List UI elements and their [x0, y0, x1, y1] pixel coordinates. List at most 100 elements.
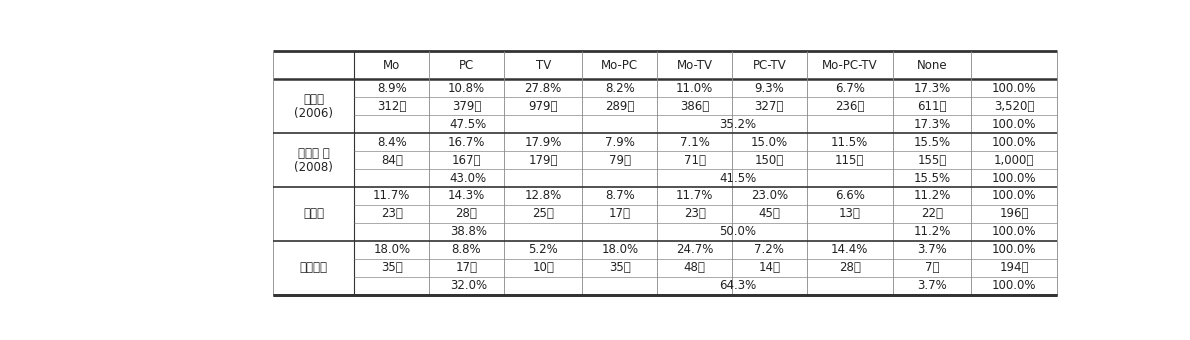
Text: 7.1%: 7.1%	[679, 136, 709, 149]
Text: 28명: 28명	[839, 261, 860, 274]
Text: 23명: 23명	[683, 207, 706, 220]
Text: 8.9%: 8.9%	[377, 82, 407, 95]
Text: 15.5%: 15.5%	[914, 172, 951, 185]
Text: 236명: 236명	[835, 100, 864, 113]
Text: 28명: 28명	[456, 207, 477, 220]
Text: 100.0%: 100.0%	[992, 172, 1036, 185]
Text: 32.0%: 32.0%	[450, 279, 487, 292]
Text: 35명: 35명	[609, 261, 631, 274]
Text: 10.8%: 10.8%	[447, 82, 486, 95]
Text: 24.7%: 24.7%	[676, 243, 713, 256]
Text: 3,520명: 3,520명	[994, 100, 1034, 113]
Text: 12.8%: 12.8%	[525, 189, 562, 203]
Text: 179명: 179명	[528, 154, 558, 167]
Text: 8.4%: 8.4%	[377, 136, 407, 149]
Text: Mo-TV: Mo-TV	[677, 59, 713, 72]
Text: 979명: 979명	[528, 100, 558, 113]
Text: 3.7%: 3.7%	[917, 243, 947, 256]
Text: 84명: 84명	[381, 154, 402, 167]
Text: 100.0%: 100.0%	[992, 243, 1036, 256]
Text: Mo-PC: Mo-PC	[601, 59, 638, 72]
Text: 379명: 379명	[452, 100, 481, 113]
Text: 15.5%: 15.5%	[914, 136, 951, 149]
Text: 25명: 25명	[532, 207, 555, 220]
Text: 16.7%: 16.7%	[447, 136, 486, 149]
Text: 11.5%: 11.5%	[831, 136, 869, 149]
Text: 41.5%: 41.5%	[719, 172, 756, 185]
Text: 10명: 10명	[532, 261, 555, 274]
Text: 100.0%: 100.0%	[992, 118, 1036, 131]
Text: 17.3%: 17.3%	[913, 82, 951, 95]
Text: (2008): (2008)	[294, 160, 333, 174]
Text: 194명: 194명	[1000, 261, 1029, 274]
Text: 11.0%: 11.0%	[676, 82, 713, 95]
Text: 35.2%: 35.2%	[719, 118, 756, 131]
Text: 18.0%: 18.0%	[374, 243, 411, 256]
Text: 8.7%: 8.7%	[605, 189, 634, 203]
Text: 23.0%: 23.0%	[751, 189, 788, 203]
Text: 27.8%: 27.8%	[525, 82, 562, 95]
Text: 1,000명: 1,000명	[994, 154, 1034, 167]
Text: 3.7%: 3.7%	[917, 279, 947, 292]
Text: PC-TV: PC-TV	[752, 59, 787, 72]
Text: 48명: 48명	[683, 261, 706, 274]
Text: 5.2%: 5.2%	[528, 243, 558, 256]
Text: 47.5%: 47.5%	[450, 118, 487, 131]
Text: 167명: 167명	[452, 154, 481, 167]
Text: 8.8%: 8.8%	[452, 243, 482, 256]
Text: 11.7%: 11.7%	[676, 189, 713, 203]
Text: 심미선 외: 심미선 외	[298, 147, 330, 159]
Text: 7명: 7명	[925, 261, 939, 274]
Text: 150명: 150명	[754, 154, 784, 167]
Text: Mo-PC-TV: Mo-PC-TV	[822, 59, 877, 72]
Text: PC: PC	[459, 59, 474, 72]
Text: 17명: 17명	[456, 261, 477, 274]
Text: 327명: 327명	[754, 100, 784, 113]
Text: 45명: 45명	[758, 207, 781, 220]
Text: 79명: 79명	[609, 154, 631, 167]
Text: 7.2%: 7.2%	[754, 243, 784, 256]
Text: 14명: 14명	[758, 261, 781, 274]
Text: 23명: 23명	[381, 207, 402, 220]
Text: 71명: 71명	[683, 154, 706, 167]
Text: 100.0%: 100.0%	[992, 279, 1036, 292]
Text: 13명: 13명	[839, 207, 860, 220]
Text: None: None	[916, 59, 947, 72]
Text: TV: TV	[536, 59, 551, 72]
Text: (2006): (2006)	[294, 107, 333, 120]
Text: 22명: 22명	[921, 207, 942, 220]
Text: 100.0%: 100.0%	[992, 225, 1036, 238]
Text: 196명: 196명	[1000, 207, 1029, 220]
Text: 312명: 312명	[377, 100, 407, 113]
Text: 14.4%: 14.4%	[831, 243, 869, 256]
Text: 64.3%: 64.3%	[719, 279, 756, 292]
Text: 611명: 611명	[917, 100, 947, 113]
Text: 스마트폰: 스마트폰	[300, 261, 327, 274]
Text: 15.0%: 15.0%	[751, 136, 788, 149]
Text: 100.0%: 100.0%	[992, 136, 1036, 149]
Text: 17.9%: 17.9%	[525, 136, 562, 149]
Text: Mo: Mo	[383, 59, 400, 72]
Text: 289명: 289명	[606, 100, 634, 113]
Text: 100.0%: 100.0%	[992, 82, 1036, 95]
Text: 155명: 155명	[917, 154, 946, 167]
Text: 6.7%: 6.7%	[834, 82, 865, 95]
Text: 8.2%: 8.2%	[605, 82, 634, 95]
Text: 50.0%: 50.0%	[719, 225, 756, 238]
Text: 6.6%: 6.6%	[834, 189, 865, 203]
Text: 38.8%: 38.8%	[450, 225, 487, 238]
Text: 9.3%: 9.3%	[754, 82, 784, 95]
Text: 11.2%: 11.2%	[913, 189, 951, 203]
Text: 일반폰: 일반폰	[303, 207, 325, 220]
Text: 이재현: 이재현	[303, 93, 325, 106]
Text: 115명: 115명	[835, 154, 864, 167]
Text: 11.7%: 11.7%	[374, 189, 411, 203]
Text: 17명: 17명	[609, 207, 631, 220]
Text: 14.3%: 14.3%	[447, 189, 486, 203]
Text: 7.9%: 7.9%	[605, 136, 634, 149]
Text: 17.3%: 17.3%	[913, 118, 951, 131]
Text: 11.2%: 11.2%	[913, 225, 951, 238]
Text: 18.0%: 18.0%	[601, 243, 638, 256]
Text: 43.0%: 43.0%	[450, 172, 487, 185]
Text: 100.0%: 100.0%	[992, 189, 1036, 203]
